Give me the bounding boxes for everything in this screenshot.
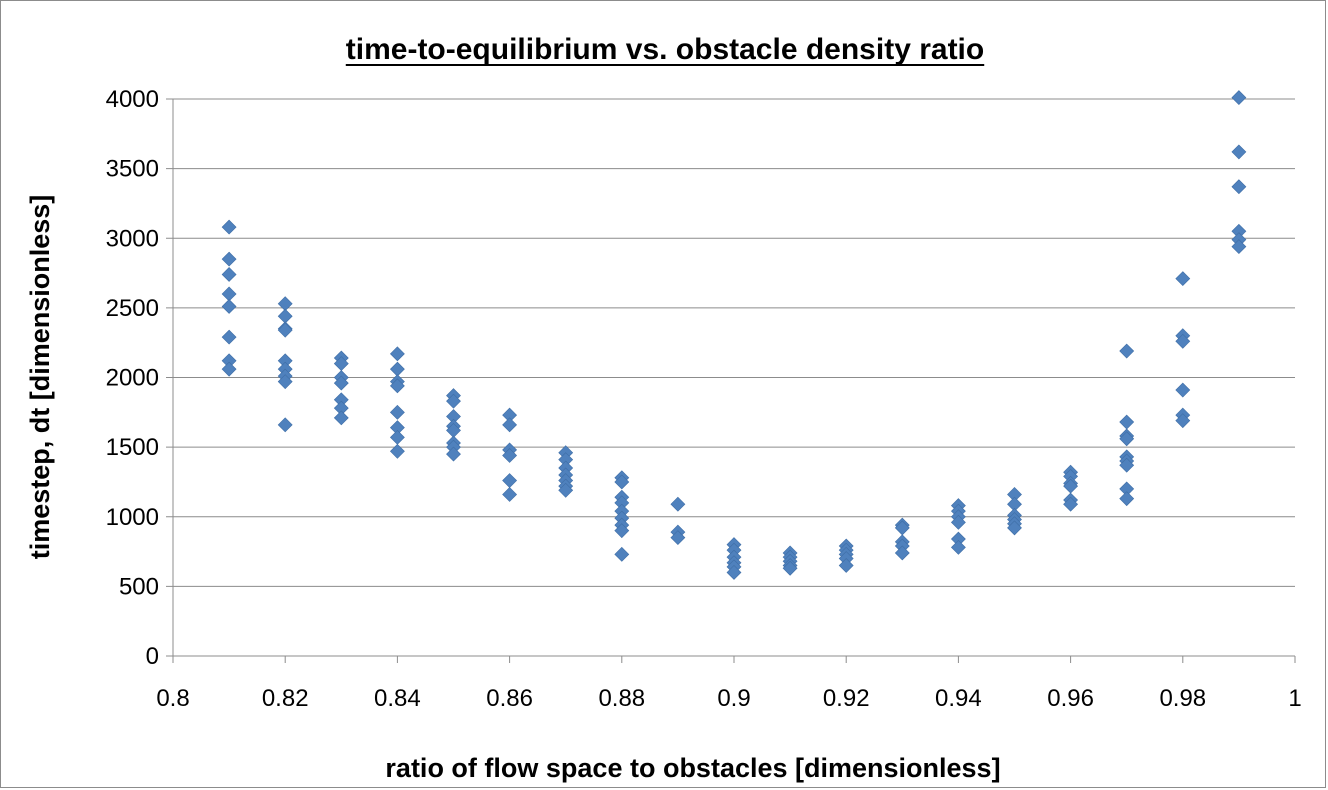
- data-point: [446, 393, 461, 409]
- x-tick-label: 0.98: [1159, 685, 1206, 712]
- x-tick-label: 0.92: [823, 685, 870, 712]
- data-point: [1231, 239, 1247, 255]
- y-tick-label: 3000: [106, 225, 159, 252]
- x-axis-label: ratio of flow space to obstacles [dimens…: [385, 753, 1000, 783]
- data-point: [277, 296, 293, 312]
- data-point: [1119, 343, 1135, 359]
- data-point: [502, 448, 518, 463]
- data-point: [1119, 491, 1135, 507]
- axes: [166, 98, 1296, 663]
- data-point: [389, 361, 405, 377]
- data-point: [389, 404, 405, 420]
- y-tick-label: 0: [146, 643, 159, 670]
- data-point: [782, 560, 798, 576]
- x-tick-label: 0.96: [1047, 685, 1094, 712]
- x-tick-label: 0.8: [156, 685, 189, 712]
- data-point: [1231, 179, 1247, 195]
- x-tick-label: 0.94: [935, 685, 982, 712]
- data-point: [614, 523, 630, 539]
- data-point: [726, 565, 742, 580]
- data-point: [614, 546, 630, 562]
- data-point: [277, 308, 293, 324]
- data-point: [502, 473, 518, 488]
- data-point: [950, 514, 966, 530]
- data-point: [670, 496, 686, 512]
- x-tick-label: 0.82: [262, 685, 309, 712]
- data-point: [1175, 413, 1191, 429]
- y-tick-label: 4000: [106, 86, 159, 113]
- data-point: [446, 446, 461, 462]
- data-point: [1231, 144, 1247, 160]
- data-point: [558, 482, 574, 498]
- gridlines: [173, 98, 1295, 587]
- data-point: [838, 558, 854, 573]
- data-point: [1175, 382, 1191, 398]
- y-tick-label: 1500: [106, 434, 159, 461]
- data-point: [221, 219, 237, 235]
- y-tick-label: 2000: [106, 365, 159, 392]
- data-point: [1063, 496, 1079, 512]
- data-point: [502, 487, 518, 502]
- data-point: [1119, 457, 1135, 473]
- data-point: [221, 329, 237, 345]
- x-tick-label: 0.86: [486, 685, 533, 712]
- data-point: [221, 361, 237, 377]
- x-tick-label: 0.84: [374, 685, 421, 712]
- x-tick-labels: 0.8 0.82 0.84 0.86 0.88 0.9 0.92 0.94 0.96 0.98 1: [156, 685, 1301, 712]
- data-point: [277, 322, 293, 338]
- data-point: [221, 286, 237, 302]
- data-point: [614, 474, 630, 490]
- x-tick-label: 0.88: [598, 685, 645, 712]
- y-tick-label: 1000: [106, 504, 159, 531]
- data-point: [1119, 431, 1135, 447]
- y-axis-label: timestep, dt [dimensionless]: [25, 195, 55, 560]
- data-point: [1175, 271, 1191, 287]
- x-tick-label: 0.9: [717, 685, 750, 712]
- data-point: [1119, 414, 1135, 430]
- y-tick-label: 3500: [106, 156, 159, 183]
- data-point: [670, 530, 686, 546]
- data-point: [389, 443, 405, 459]
- data-point: [333, 375, 349, 391]
- data-point: [950, 539, 966, 555]
- data-point: [333, 410, 349, 426]
- data-point: [894, 545, 910, 561]
- data-points: [221, 90, 1247, 580]
- chart-title: time-to-equilibrium vs. obstacle density…: [346, 33, 984, 66]
- data-point: [389, 346, 405, 362]
- data-point: [389, 429, 405, 445]
- data-point: [221, 267, 237, 282]
- y-tick-label: 2500: [106, 295, 159, 322]
- data-point: [277, 417, 293, 433]
- data-point: [502, 417, 518, 433]
- x-tick-label: 1: [1288, 685, 1301, 712]
- data-point: [389, 378, 405, 394]
- data-point: [1007, 520, 1022, 536]
- y-tick-labels: 0 500 1000 1500 2000 2500 3000 3500 4000: [106, 86, 159, 670]
- data-point: [1175, 333, 1191, 349]
- data-point: [1231, 90, 1247, 106]
- data-point: [221, 299, 237, 314]
- data-point: [277, 374, 293, 390]
- y-tick-label: 500: [119, 573, 159, 600]
- data-point: [221, 251, 237, 267]
